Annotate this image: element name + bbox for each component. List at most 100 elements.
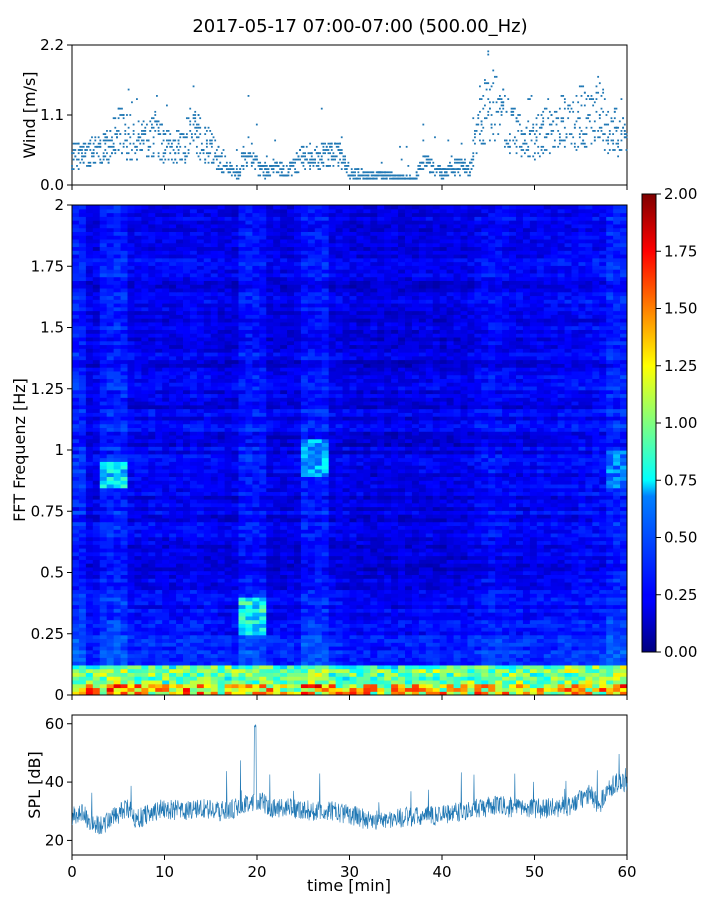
spectrogram-cell	[384, 661, 392, 666]
wind-point	[600, 95, 603, 97]
wind-point	[192, 139, 195, 142]
spectrogram-cell	[488, 597, 496, 602]
wind-point	[329, 152, 331, 155]
spectrogram-cell	[231, 623, 240, 628]
spectrogram-cell	[335, 589, 344, 594]
spectrogram-cell	[134, 615, 142, 621]
spectrogram-cell	[78, 676, 87, 681]
spectrogram-cell	[481, 585, 489, 591]
spectrogram-cell	[592, 672, 600, 677]
spectrogram-cell	[287, 642, 295, 647]
wind-point	[154, 110, 157, 113]
spectrogram-cell	[266, 548, 274, 553]
spectrogram-cell	[620, 536, 627, 542]
wind-point	[580, 85, 583, 88]
spectrogram-cell	[92, 657, 101, 662]
spectrogram-cell	[176, 578, 184, 583]
spectrogram-cell	[294, 563, 302, 568]
spectrogram-cell	[155, 570, 163, 575]
wind-point	[179, 136, 182, 139]
wind-point	[444, 171, 446, 174]
wind-point	[151, 126, 153, 129]
spectrogram-cell	[252, 540, 260, 545]
spectrogram-cell	[307, 532, 316, 538]
spectrogram-cell	[363, 581, 371, 587]
spectrogram-cell	[522, 604, 531, 609]
spectrogram-cell	[488, 661, 496, 666]
spectrogram-cell	[266, 532, 274, 538]
spectrogram-cell	[446, 634, 455, 640]
spectrogram-cell	[85, 661, 94, 666]
spectrogram-cell	[314, 585, 323, 591]
spectrogram-cell	[287, 532, 295, 538]
spectrogram-cell	[280, 623, 288, 628]
spectrogram-cell	[585, 683, 593, 689]
spectrogram-cell	[328, 559, 337, 564]
spectrogram-cell	[224, 570, 233, 575]
spectrogram-cell	[398, 536, 406, 542]
spectrogram-cell	[398, 683, 406, 689]
spectrogram-cell	[231, 634, 240, 640]
spectrogram-cell	[127, 563, 136, 568]
spectrogram-cell	[418, 623, 427, 628]
spectrogram-cell	[578, 627, 586, 632]
spectrogram-cell	[460, 600, 469, 606]
spectrogram-cell	[585, 679, 593, 685]
spectrogram-cell	[120, 585, 129, 591]
wind-point	[307, 161, 310, 164]
spectrogram-cell	[529, 555, 538, 560]
spectrogram-cell	[210, 679, 219, 685]
spectrogram-cell	[328, 615, 337, 621]
wind-point	[127, 126, 130, 129]
wind-point	[513, 107, 516, 110]
spectrogram-cell	[509, 570, 517, 575]
spectrogram-cell	[529, 548, 538, 553]
spectrogram-cell	[287, 687, 295, 692]
wind-point	[425, 161, 428, 164]
spectrogram-cell	[196, 578, 205, 583]
spectrogram-cell	[550, 589, 559, 594]
spectrogram-cell	[425, 600, 434, 606]
spectrogram-cell	[557, 634, 566, 640]
spectrogram-cell	[599, 540, 607, 545]
spectrogram-cell	[245, 597, 253, 602]
spectrogram-cell	[571, 540, 580, 545]
wind-point	[247, 136, 250, 139]
spectrogram-cell	[592, 642, 600, 647]
spectrogram-cell	[557, 619, 566, 624]
spectrogram-cell	[425, 664, 434, 670]
spectrogram-cell	[467, 581, 475, 587]
wind-point	[92, 161, 95, 164]
spectrogram-cell	[550, 687, 559, 692]
wind-point	[215, 149, 218, 151]
wind-point	[379, 171, 381, 174]
wind-point	[580, 142, 583, 145]
spectrogram-cell	[405, 627, 413, 632]
wind-point	[530, 139, 533, 142]
spectrogram-cell	[203, 646, 212, 651]
spectrogram-cell	[613, 589, 621, 594]
wind-point	[101, 161, 103, 164]
wind-point	[235, 177, 238, 180]
spectrogram-cell	[495, 574, 503, 579]
spectrogram-cell	[467, 548, 475, 553]
wind-point	[149, 145, 152, 148]
spectrogram-cell	[529, 657, 538, 662]
spectrogram-cell	[516, 661, 524, 666]
wind-point	[82, 145, 85, 148]
wind-point	[215, 158, 218, 161]
spectrogram-cell	[252, 578, 260, 583]
wind-point	[315, 152, 318, 155]
spectrogram-cell	[259, 691, 267, 695]
wind-point	[209, 152, 212, 155]
spectrogram-cell	[85, 559, 94, 564]
spectrogram-cell	[411, 574, 420, 579]
spectrogram-cell	[398, 566, 406, 572]
spectrogram-cell	[592, 661, 600, 666]
spectrogram-cell	[474, 604, 482, 609]
spectrogram-cell	[488, 634, 496, 640]
spectrogram-cell	[120, 589, 129, 594]
wind-point	[354, 171, 356, 174]
spectrogram-cell	[314, 559, 323, 564]
spectrogram-cell	[536, 646, 545, 651]
